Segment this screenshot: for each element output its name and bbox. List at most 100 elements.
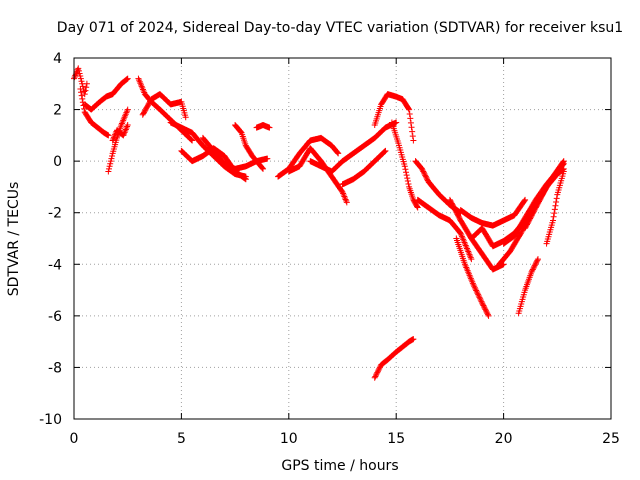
data-point [521,197,528,204]
axis-ticks: 0 5 10 15 20 25 -10 -8 -6 -4 -2 0 2 4 [39,51,620,447]
data-point [382,147,389,154]
data-point [532,261,539,268]
data-point [341,193,348,200]
data-point [335,150,342,157]
data-point [551,210,558,217]
data-point [78,78,85,85]
data-point [476,294,483,301]
data-point [481,305,488,312]
data-point [410,137,417,144]
data-point [482,306,489,313]
data-point [550,213,557,220]
data-point [550,217,557,224]
data-point [423,174,430,181]
x-tick-label: 5 [177,431,186,447]
data-point [266,124,273,131]
data-point [420,169,427,176]
x-tick-label: 15 [387,431,405,447]
data-point [402,166,409,173]
data-point [414,203,421,210]
data-point [553,199,560,206]
series-sat-01 [71,65,90,98]
series-sat-20 [414,196,475,263]
data-point [81,91,88,98]
data-point [485,312,492,319]
series-sat-18 [388,119,421,211]
data-point [123,76,130,83]
y-tick-label: 0 [53,154,62,170]
chart-title: Day 071 of 2024, Sidereal Day-to-day VTE… [57,20,623,36]
data-point [528,269,535,276]
data-point [482,307,489,314]
data-point [421,171,428,178]
y-tick-label: -4 [48,257,62,273]
data-point [188,136,195,143]
data-point [76,70,83,77]
y-axis-label: SDTVAR / TECUs [6,182,22,297]
data-point [534,256,541,263]
data-point [522,196,529,203]
series-sat-11 [232,122,267,172]
series-sat-13 [275,134,342,180]
data-point [124,75,131,82]
data-point [189,137,196,144]
data-point [484,310,491,317]
data-point [124,122,131,129]
data-point [422,172,429,179]
x-axis-label: GPS time / hours [281,458,398,474]
y-tick-label: -6 [48,309,62,325]
data-point [475,291,482,298]
data-point [81,105,88,112]
data-point [533,258,540,265]
data-point [343,199,350,206]
data-point [471,284,478,291]
data-point [83,80,90,87]
data-point [75,67,82,74]
data-point [410,336,417,343]
data-point [468,256,475,263]
plot-frame [73,57,612,420]
data-point [473,287,480,294]
data-point [407,119,414,126]
data-point [237,129,244,136]
data-point [340,192,347,199]
data-point [409,133,416,140]
data-point [419,167,426,174]
data-point [182,114,189,121]
data-point [111,133,118,140]
data-point [414,204,421,211]
data-point [531,262,538,269]
data-point [121,130,128,137]
data-point [529,267,536,274]
data-point [74,66,81,73]
data-point [374,368,381,375]
y-tick-label: -8 [48,360,62,376]
data-point [529,266,536,273]
data-point [123,124,130,131]
data-point [122,126,129,133]
y-tick-label: 2 [53,103,62,119]
x-tick-label: 0 [70,431,79,447]
data-point [403,172,410,179]
data-point [339,189,346,196]
data-point [110,134,117,141]
data-point [75,65,82,72]
data-point [72,72,79,79]
data-point [418,165,425,172]
data-point [373,372,380,379]
data-point [376,364,383,371]
data-point [405,105,412,112]
data-point [124,76,131,83]
data-point [340,190,347,197]
data-point [475,293,482,300]
data-point [105,165,112,172]
data-point [106,163,113,170]
data-point [479,299,486,306]
data-point [409,128,416,135]
series-sat-10 [199,134,271,172]
data-point [481,303,488,310]
series-sat-14 [285,145,350,206]
data-point [108,155,115,162]
data-point [375,367,382,374]
